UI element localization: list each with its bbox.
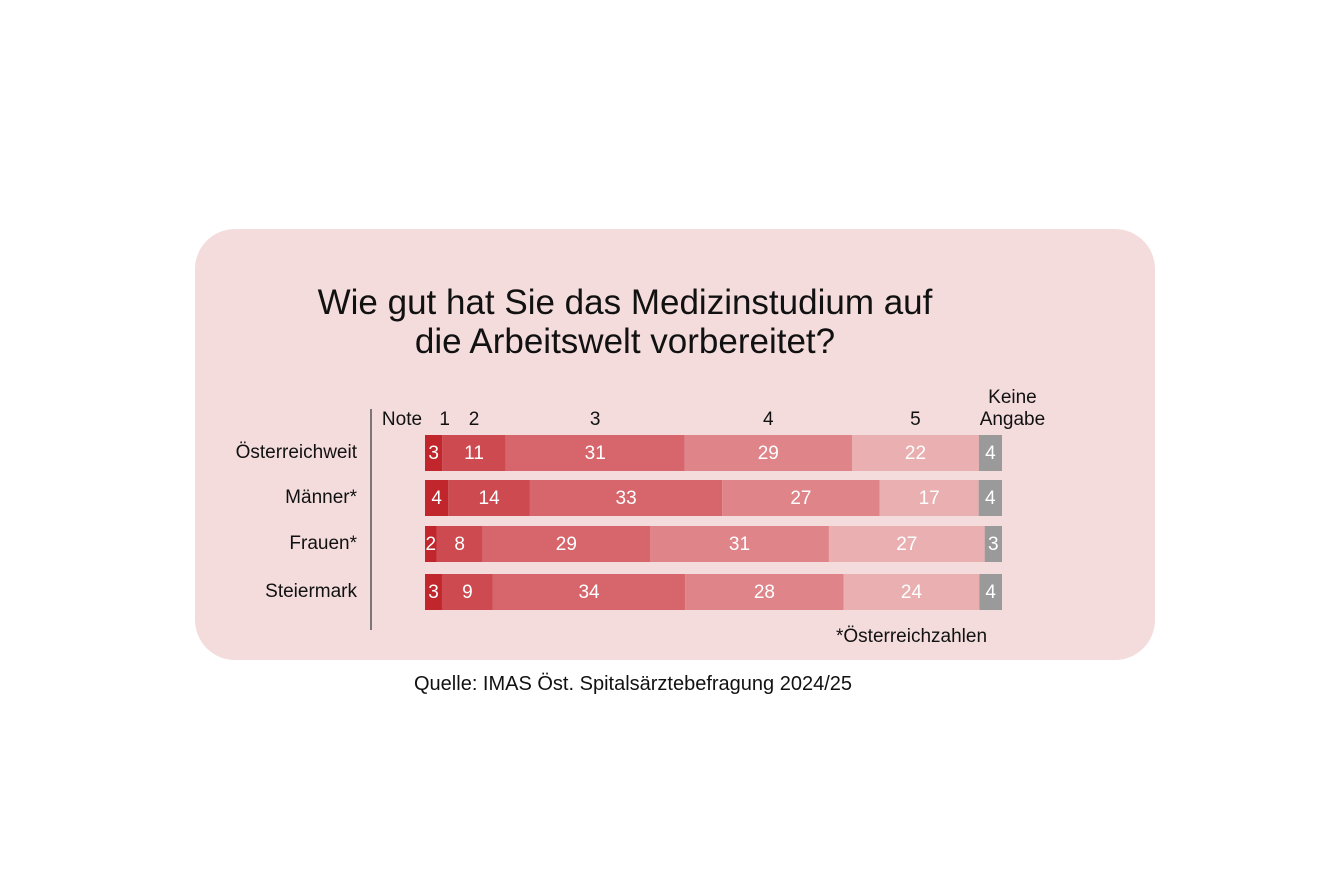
category-label: Österreichweit: [236, 442, 358, 463]
bar-segment: [984, 526, 1002, 562]
bar-segment: [529, 480, 723, 516]
data-label: 8: [454, 534, 465, 555]
bar-segment: [448, 480, 530, 516]
chart-title-line-1: Wie gut hat Sie das Medizinstudium auf: [317, 283, 933, 322]
data-label: 33: [616, 488, 637, 509]
bar-segment: [442, 435, 506, 471]
bar-segment: [482, 526, 651, 562]
legend-label: Keine: [988, 387, 1037, 408]
data-label: 9: [462, 582, 473, 603]
bar-segment: [436, 526, 483, 562]
bar-segment: [828, 526, 985, 562]
bar-segment: [685, 574, 844, 610]
chart-title-line-2: die Arbeitswelt vorbereitet?: [414, 322, 836, 361]
bar-segment: [425, 480, 449, 516]
bar-segment: [879, 480, 979, 516]
bar-segment: [978, 435, 1002, 471]
data-label: 2: [425, 534, 436, 555]
legend-label: 5: [910, 409, 921, 430]
bar-segment: [425, 526, 437, 562]
data-label: 11: [464, 443, 484, 464]
data-label: 3: [988, 534, 999, 555]
data-label: 24: [901, 582, 923, 603]
footnote: *Österreichzahlen: [836, 626, 988, 647]
data-label: 22: [905, 443, 926, 464]
data-label: 29: [758, 443, 779, 464]
data-label: 17: [919, 488, 940, 509]
bar-segment: [684, 435, 852, 471]
category-label: Männer*: [285, 487, 357, 508]
data-label: 31: [585, 443, 606, 464]
bar-segment: [505, 435, 685, 471]
data-label: 27: [790, 488, 811, 509]
bar-segment: [978, 480, 1002, 516]
data-label: 14: [479, 488, 501, 509]
legend-label: 1: [439, 409, 450, 430]
data-label: 34: [578, 582, 600, 603]
legend-label: 4: [763, 409, 774, 430]
data-label: 31: [729, 534, 750, 555]
bar-segment: [425, 435, 443, 471]
legend-label: 2: [469, 409, 480, 430]
data-label: 3: [428, 443, 439, 464]
bar-segment: [425, 574, 442, 610]
bar-segment: [851, 435, 979, 471]
data-label: 4: [985, 488, 996, 509]
bar-segment: [492, 574, 686, 610]
data-label: 27: [896, 534, 917, 555]
bar-segment: [441, 574, 493, 610]
legend-label: 3: [590, 409, 601, 430]
legend-label: Angabe: [980, 409, 1046, 430]
data-label: 29: [556, 534, 577, 555]
data-label: 28: [754, 582, 775, 603]
data-label: 4: [985, 443, 996, 464]
data-label: 4: [985, 582, 996, 603]
bar-segment: [843, 574, 980, 610]
source-note: Quelle: IMAS Öst. Spitalsärztebefragung …: [414, 673, 853, 695]
data-label: 4: [431, 488, 442, 509]
scale-label: Note: [382, 409, 422, 430]
chart-title: Wie gut hat Sie das Medizinstudium auf d…: [0, 283, 1250, 361]
data-label: 3: [428, 582, 439, 603]
bar-segment: [979, 574, 1002, 610]
bar-segment: [650, 526, 829, 562]
category-label: Frauen*: [289, 533, 357, 554]
category-label: Steiermark: [265, 581, 357, 602]
bar-segment: [722, 480, 880, 516]
